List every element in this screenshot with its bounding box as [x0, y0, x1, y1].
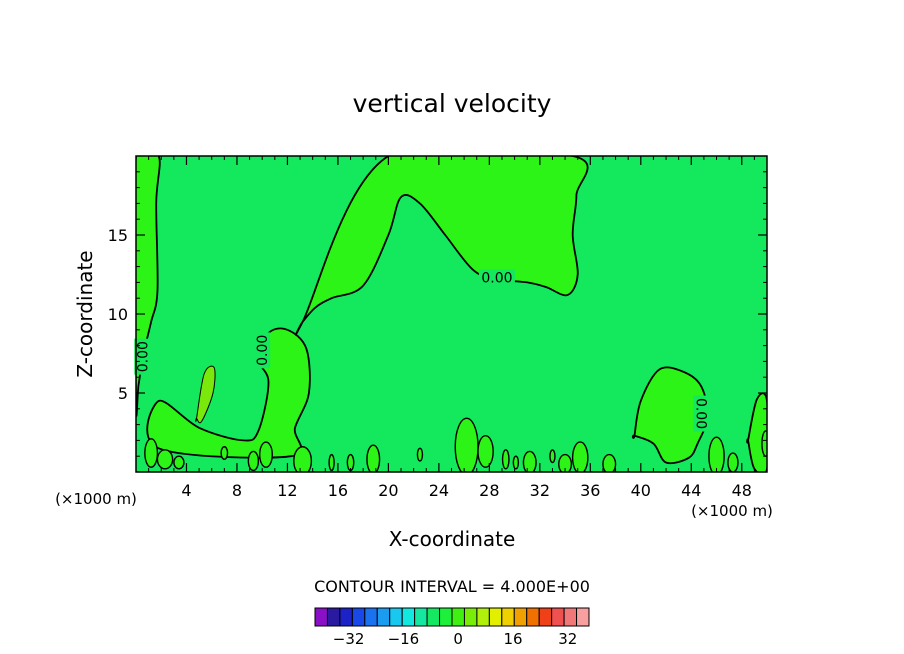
contour-label-4: 0.00 [692, 398, 708, 429]
contour-blob-7 [293, 446, 313, 472]
plot-area [136, 156, 767, 472]
contour-label-3: 0.00 [135, 341, 151, 372]
colorbar-swatch [513, 607, 528, 627]
x-tick-label: 40 [631, 481, 651, 500]
colorbar-label: −32 [333, 630, 365, 648]
x-axis-unit-right: (×1000 m) [691, 502, 773, 520]
colorbar-swatch [551, 607, 565, 627]
colorbar-swatch [576, 607, 590, 627]
colorbar-swatch [351, 607, 366, 627]
contour-blob-12 [454, 417, 479, 472]
colorbar-swatch [426, 607, 441, 627]
y-tick-label: 15 [108, 226, 128, 245]
colorbar-label: 16 [503, 630, 522, 648]
contour-blob-3 [173, 455, 185, 470]
contour-blob-17 [549, 449, 556, 464]
contour-blob-15 [512, 455, 520, 470]
colorbar-swatch [451, 607, 465, 627]
contour-blob-14 [501, 449, 510, 470]
contour-blob-19 [571, 441, 589, 472]
chart-title: vertical velocity [353, 89, 552, 118]
contour-blob-2 [156, 449, 174, 470]
contour-label-1: 0.00 [481, 271, 512, 287]
contour-blob-18 [558, 453, 573, 472]
colorbar-swatch [414, 607, 428, 627]
contour-label-bg-3 [134, 338, 151, 375]
colorbar-swatch [339, 607, 353, 627]
colorbar-swatch [563, 607, 578, 627]
x-tick-label: 48 [732, 481, 752, 500]
contour-blob-21 [708, 436, 725, 472]
contour-region-3 [294, 156, 589, 336]
contour-blob-8 [328, 453, 335, 472]
colorbar-label: 32 [558, 630, 577, 648]
x-tick-label: 36 [580, 481, 600, 500]
contour-blob-1 [144, 438, 159, 468]
contour-label-bg-2 [254, 332, 271, 369]
contour-blob-6 [258, 441, 273, 468]
x-tick-label: 28 [479, 481, 499, 500]
contour-interval-text: CONTOUR INTERVAL = 4.000E+00 [314, 577, 590, 596]
x-tick-label: 44 [681, 481, 701, 500]
colorbar-swatch [389, 607, 403, 627]
colorbar-swatch [488, 607, 503, 627]
colorbar-swatch [401, 607, 416, 627]
contour-label-bg-1 [478, 269, 515, 286]
colorbar-swatch [314, 607, 328, 627]
x-tick-label: 12 [277, 481, 297, 500]
y-tick-label: 5 [118, 384, 128, 403]
contour-blob-13 [477, 434, 494, 468]
colorbar-label: −16 [388, 630, 420, 648]
colorbar-swatch [538, 607, 553, 627]
contour-region-5 [746, 392, 767, 472]
contour-region-6 [195, 365, 216, 424]
x-tick-label: 16 [328, 481, 348, 500]
contour-blob-11 [416, 447, 424, 462]
contour-labels: 0.00 0.00 0.00 0.00 [134, 269, 710, 432]
x-tick-label: 4 [181, 481, 191, 500]
contour-blob-22 [727, 452, 739, 472]
x-tick-label: 8 [232, 481, 242, 500]
colorbar-swatch [526, 607, 540, 627]
colorbar-swatch [439, 607, 453, 627]
y-tick-label: 10 [108, 305, 128, 324]
x-tick-label: 20 [378, 481, 398, 500]
contour-blob-5 [247, 450, 260, 472]
colorbar-swatch [376, 607, 391, 627]
contour-blob-20 [602, 453, 617, 472]
y-axis-label: Z-coordinate [73, 250, 97, 377]
colorbar: −32 −16 0 16 32 [314, 607, 590, 648]
contour-label-bg-4 [693, 395, 710, 432]
colorbar-swatch [463, 607, 478, 627]
x-tick-label: 32 [530, 481, 550, 500]
x-axis-unit-left: (×1000 m) [55, 490, 137, 508]
contour-blob-16 [522, 450, 537, 472]
colorbar-label: 0 [453, 630, 463, 648]
colorbar-swatch [501, 607, 515, 627]
x-axis-label: X-coordinate [389, 527, 516, 551]
contour-blob-10 [366, 444, 381, 472]
contour-blob-4 [220, 446, 229, 461]
colorbar-swatch [364, 607, 378, 627]
colorbar-swatch [476, 607, 490, 627]
contour-blob-23 [761, 430, 767, 457]
colorbar-swatch [326, 607, 341, 627]
contour-region-4 [631, 366, 709, 465]
contour-label-2: 0.00 [255, 335, 271, 366]
x-tick-label: 24 [429, 481, 449, 500]
